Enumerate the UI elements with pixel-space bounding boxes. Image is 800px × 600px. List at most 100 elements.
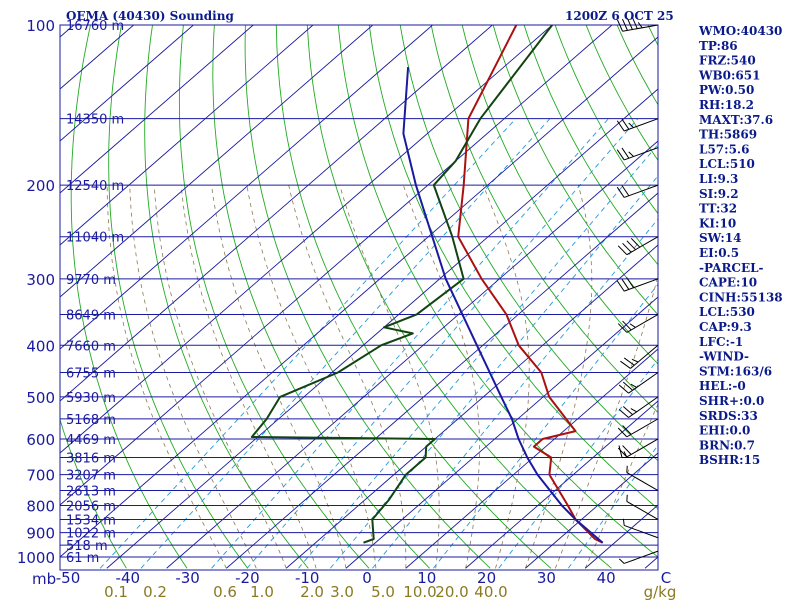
dry-adiabat — [430, 25, 658, 414]
index-item: -PARCEL- — [699, 261, 764, 275]
wind-barb-feather — [618, 409, 629, 418]
wind-barb-shaft — [622, 24, 659, 32]
wind-barb-feather — [621, 147, 630, 159]
index-item: LCL:530 — [699, 305, 755, 319]
index-item: LFC:-1 — [699, 335, 743, 349]
wind-barb-feather — [622, 425, 632, 435]
wind-barb-feather — [628, 151, 634, 157]
wind-barb-feather — [621, 278, 630, 290]
index-item: SHR+:0.0 — [699, 394, 764, 408]
pressure-tick-label: 300 — [26, 271, 55, 289]
isotherm — [60, 36, 658, 558]
moist-adiabat — [584, 402, 658, 569]
wind-barb-feather — [622, 445, 632, 455]
isotherm — [60, 25, 194, 142]
wind-barb — [626, 494, 659, 520]
pressure-tick-label: 900 — [26, 525, 55, 543]
pressure-tick-label: 700 — [26, 467, 55, 485]
index-item: TP:86 — [699, 39, 738, 53]
isotherm — [405, 348, 658, 569]
wind-barb-feather — [617, 19, 624, 32]
height-label: 16760 m — [66, 19, 124, 34]
wind-barb-feather — [631, 358, 639, 363]
wind-barb-shaft — [630, 344, 659, 369]
station-title: OEMA (40430) Sounding — [66, 9, 234, 23]
mixing-ratio-label: 0.2 — [143, 583, 167, 600]
height-label: 14350 m — [66, 113, 124, 128]
dewpoint-trace — [250, 25, 553, 544]
index-item: WB0:651 — [698, 68, 760, 82]
wind-barb-shaft — [626, 314, 659, 333]
wind-barb-feather — [623, 357, 635, 366]
mixing-ratio-line — [211, 118, 609, 569]
wind-barb-feather — [618, 384, 629, 394]
index-item: FRZ:540 — [699, 54, 756, 68]
moist-adiabat — [339, 184, 440, 569]
mixing-ratio-line — [567, 444, 658, 569]
wind-barb-shaft — [624, 184, 659, 198]
isotherm — [0, 25, 14, 568]
mixing-ratio-label: 0.1 — [104, 583, 128, 600]
wind-barb-feather — [630, 383, 637, 388]
mixing-ratio-label: 10.0 — [403, 583, 436, 600]
wind-barb-feather — [620, 360, 631, 369]
stability-indices: WMO:40430TP:86FRZ:540WB0:651PW:0.50RH:18… — [698, 24, 783, 467]
pressure-tick-label: 200 — [26, 177, 55, 195]
temperature-tick-label: 0 — [362, 569, 372, 587]
mixing-ratio-line — [140, 118, 551, 569]
height-label: 2613 m — [66, 485, 116, 500]
wind-barb-feather — [621, 18, 628, 31]
height-label: 3816 m — [66, 451, 116, 466]
wind-barb-feather — [617, 245, 628, 256]
temperature-tick-label: 20 — [477, 569, 496, 587]
height-label: 5930 m — [66, 391, 116, 406]
wind-barb — [620, 344, 659, 369]
dry-adiabat — [70, 25, 188, 569]
dry-adiabat — [144, 25, 309, 569]
mixing-ratio-label: 1.0 — [250, 583, 274, 600]
wind-barb — [626, 465, 659, 491]
grid-lines — [0, 25, 658, 569]
index-item: EI:0.5 — [699, 246, 739, 260]
pressure-tick-label: 600 — [26, 431, 55, 449]
wind-barb-feather — [626, 277, 634, 289]
dry-adiabat — [306, 25, 612, 569]
height-label: 12540 m — [66, 179, 124, 194]
wind-barb-feather — [616, 149, 625, 161]
index-item: MAXT:37.6 — [699, 113, 773, 127]
mixing-ratio-label: 2.0 — [300, 583, 324, 600]
index-item: KI:10 — [699, 216, 736, 230]
index-item: HEL:-0 — [699, 379, 746, 393]
y-axis-unit: mb — [32, 570, 56, 588]
wind-barb-feather — [616, 120, 625, 132]
isotherm — [60, 25, 314, 246]
mixing-ratio-label: g/kg — [644, 583, 677, 600]
moist-adiabat — [106, 185, 227, 569]
wind-barb — [617, 236, 659, 256]
height-label: 8649 m — [66, 308, 116, 323]
dry-adiabat — [178, 25, 370, 569]
plot-frame — [59, 24, 659, 571]
dry-adiabat — [368, 25, 658, 510]
dry-adiabat — [244, 25, 491, 569]
wind-barb-shaft — [626, 472, 659, 491]
wind-barb-feather — [630, 408, 637, 413]
pressure-tick-label: 500 — [26, 389, 55, 407]
wind-barbs — [616, 17, 659, 564]
isotherm — [60, 25, 613, 506]
sounding-datetime: 1200Z 6 OCT 25 — [565, 9, 674, 23]
adiabats — [60, 13, 800, 569]
mixing-ratio-label: 40.0 — [474, 583, 507, 600]
dry-adiabat — [399, 25, 658, 462]
isotherm — [285, 244, 658, 569]
dry-adiabat — [795, 13, 800, 568]
dry-adiabat — [337, 25, 658, 558]
index-item: LI:9.3 — [699, 172, 738, 186]
isotherm — [60, 25, 433, 350]
temperature-tick-label: 40 — [597, 569, 616, 587]
isotherm — [60, 25, 493, 402]
wind-barb-feather — [622, 242, 632, 253]
temperature-tick-label: 10 — [417, 569, 436, 587]
wind-barb — [617, 418, 659, 438]
mixing-ratio-line — [498, 358, 658, 569]
